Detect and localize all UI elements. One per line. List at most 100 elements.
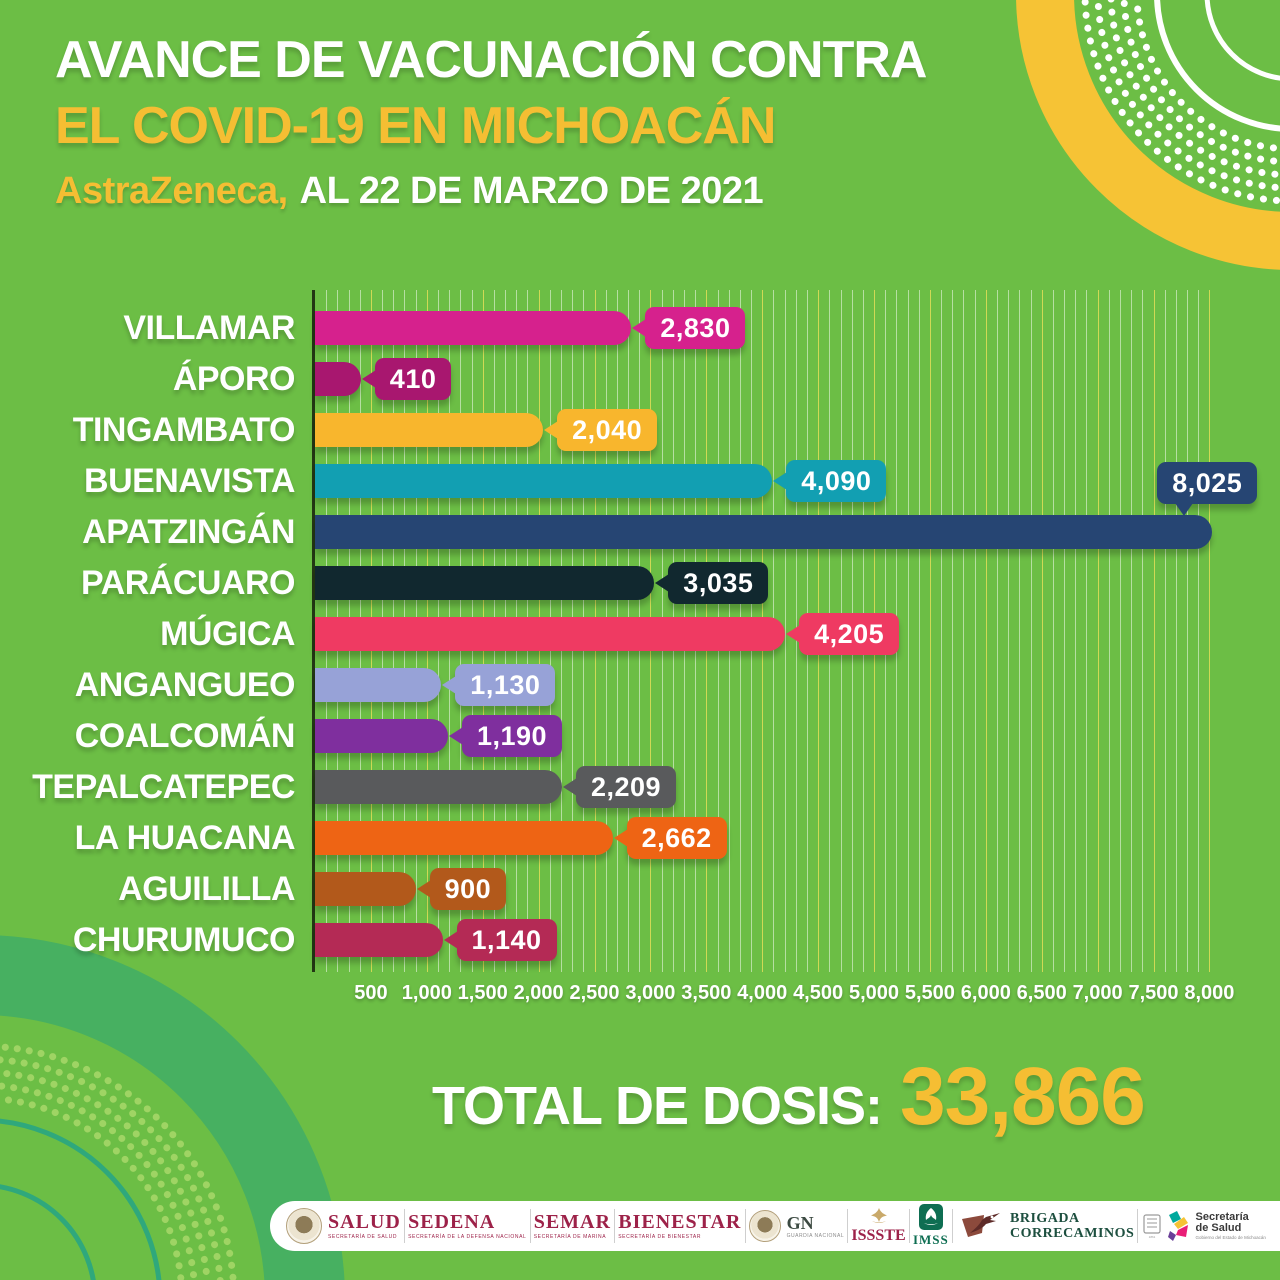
logo-divider xyxy=(403,1209,405,1243)
gridline xyxy=(963,290,965,972)
subtitle-date: AL 22 DE MARZO DE 2021 xyxy=(299,170,764,212)
value-label: 2,662 xyxy=(613,817,727,859)
logo-michoacan: 1861 Secretaría de Salud Gobierno del Estad… xyxy=(1142,1211,1266,1241)
category-label: MÚGICA xyxy=(160,615,295,653)
x-axis-tick-label: 7,500 xyxy=(1128,982,1179,1004)
page-title-line-1: AVANCE DE VACUNACIÓN CONTRA xyxy=(55,31,927,89)
value-label: 4,205 xyxy=(786,613,900,655)
category-label: LA HUACANA xyxy=(74,819,296,857)
value-label: 1,140 xyxy=(443,919,557,961)
gridline xyxy=(1064,290,1066,972)
category-label: ANGANGUEO xyxy=(74,666,296,704)
gridline xyxy=(974,290,976,972)
logo-subtitle: SECRETARÍA DE BIENESTAR xyxy=(618,1234,702,1240)
x-axis-tick-label: 6,000 xyxy=(960,982,1011,1004)
gn-eagle-seal-icon xyxy=(748,1210,781,1242)
logo-text: Secretaría de Salud Gobierno del Estado de… xyxy=(1195,1210,1266,1241)
logo-salud: SALUD SECRETARÍA DE SALUD xyxy=(286,1208,401,1244)
top-right-arcs-icon xyxy=(1016,0,1280,270)
bar xyxy=(315,515,1213,549)
value-label-arrow-icon xyxy=(544,421,559,439)
michoacan-seal-icon: 1861 xyxy=(1142,1213,1162,1239)
gridline xyxy=(941,290,943,972)
x-axis-tick-label: 500 xyxy=(354,982,388,1004)
gridline xyxy=(997,290,998,972)
value-label: 1,190 xyxy=(449,715,563,757)
x-axis-tick-label: 3,500 xyxy=(681,982,732,1004)
logo-divider xyxy=(951,1209,953,1243)
gridline xyxy=(1209,290,1211,972)
category-label: TINGAMBATO xyxy=(72,411,296,449)
category-label: CHURUMUCO xyxy=(72,921,296,959)
value-label-arrow-icon xyxy=(563,778,577,796)
bar xyxy=(315,872,416,906)
michoacan-k-logo-icon xyxy=(1167,1211,1190,1241)
gridline xyxy=(1131,290,1133,972)
gridline xyxy=(1030,290,1032,972)
gridline xyxy=(985,290,987,972)
issste-emblem-icon xyxy=(867,1207,891,1225)
logo-text: BIENESTAR SECRETARÍA DE BIENESTAR xyxy=(618,1212,741,1240)
x-axis-tick-label: 6,500 xyxy=(1016,982,1067,1004)
logo-title-2: de Salud xyxy=(1195,1221,1242,1234)
category-label: APATZINGÁN xyxy=(82,513,295,551)
value-label-arrow-icon xyxy=(442,676,457,694)
logo-text: SEMAR SECRETARÍA DE MARINA xyxy=(534,1212,611,1240)
x-axis-tick-label: 4,000 xyxy=(737,982,788,1004)
value-label: 2,040 xyxy=(544,409,658,451)
logo-bienestar: BIENESTAR SECRETARÍA DE BIENESTAR xyxy=(618,1212,741,1240)
total-doses-value: 33,866 xyxy=(900,1051,1146,1142)
logo-subtitle: Gobierno del Estado de Michoacán xyxy=(1195,1234,1266,1240)
svg-text:1861: 1861 xyxy=(1148,1235,1155,1239)
category-label: VILLAMAR xyxy=(123,309,295,347)
logo-imss: IMSS xyxy=(913,1204,949,1248)
bar xyxy=(315,923,443,957)
bar xyxy=(315,566,655,600)
gridline xyxy=(1164,290,1166,972)
logo-divider xyxy=(847,1209,849,1243)
gridline xyxy=(1086,290,1088,972)
value-label-arrow-icon xyxy=(443,931,458,949)
gridline xyxy=(1108,290,1110,972)
logo-text: SALUD SECRETARÍA DE SALUD xyxy=(328,1212,401,1240)
logo-title: IMSS xyxy=(912,1232,949,1247)
value-label-arrow-icon xyxy=(361,370,376,388)
total-doses: TOTAL DE DOSIS: 33,866 xyxy=(432,1050,1146,1144)
logo-stack: ISSSTE xyxy=(851,1207,906,1245)
logo-title: Secretaría xyxy=(1195,1210,1249,1223)
x-axis-tick-label: 4,500 xyxy=(793,982,844,1004)
logo-stack: IMSS xyxy=(913,1204,949,1248)
gridline xyxy=(907,290,909,972)
bar xyxy=(315,362,361,396)
logo-divider xyxy=(614,1209,616,1243)
value-label-arrow-icon xyxy=(655,574,670,592)
category-label: ÁPORO xyxy=(172,360,296,398)
logo-subtitle: SECRETARÍA DE LA DEFENSA NACIONAL xyxy=(408,1234,527,1240)
bar xyxy=(315,413,544,447)
logo-subtitle: GUARDIA NACIONAL xyxy=(786,1232,845,1239)
header: AVANCE DE VACUNACIÓN CONTRA EL COVID-19 … xyxy=(55,30,927,213)
gridline xyxy=(1153,290,1155,972)
logo-divider xyxy=(529,1209,531,1243)
gridline xyxy=(784,290,786,972)
gridline xyxy=(1008,290,1010,972)
total-doses-label: TOTAL DE DOSIS: xyxy=(432,1076,883,1136)
value-label-arrow-icon xyxy=(1175,503,1194,516)
gridline xyxy=(1120,290,1121,972)
bar xyxy=(315,719,448,753)
x-axis-tick-label: 3,000 xyxy=(625,982,676,1004)
subtitle-vaccine-brand: AstraZeneca, xyxy=(55,170,288,212)
logo-divider xyxy=(744,1209,746,1243)
value-label-arrow-icon xyxy=(613,829,628,847)
logo-text: SEDENA SECRETARÍA DE LA DEFENSA NACIONAL xyxy=(408,1212,526,1240)
bar xyxy=(315,311,632,345)
x-axis-tick-label: 2,000 xyxy=(513,982,564,1004)
logo-title: BRIGADA xyxy=(1010,1211,1080,1226)
x-axis-tick-label: 1,000 xyxy=(401,982,452,1004)
value-label: 1,130 xyxy=(442,664,556,706)
bar xyxy=(315,668,442,702)
eagle-seal-icon xyxy=(286,1208,322,1244)
logo-brigada: BRIGADA CORRECAMINOS xyxy=(956,1211,1134,1241)
value-label: 2,209 xyxy=(563,766,677,808)
value-label: 8,025 xyxy=(1157,462,1258,516)
